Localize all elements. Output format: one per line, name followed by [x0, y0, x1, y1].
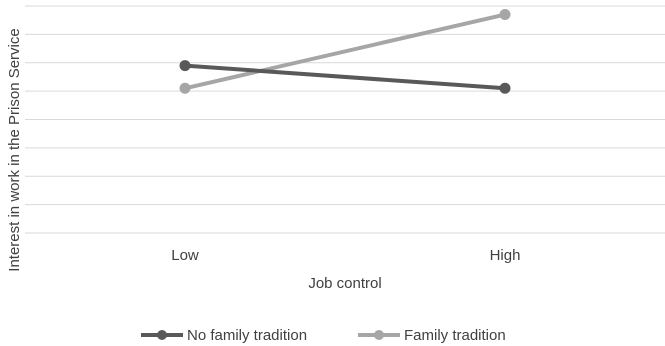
x-tick-label: Low	[171, 247, 199, 264]
legend-label: No family tradition	[187, 327, 307, 344]
legend: No family tradition Family tradition	[141, 327, 506, 344]
legend-swatch-marker	[157, 330, 167, 340]
legend-item: Family tradition	[358, 327, 506, 344]
series-line	[183, 63, 507, 91]
gridlines	[25, 5, 665, 234]
x-tick-labels: Low High	[171, 247, 520, 264]
y-axis-title: Interest in work in the Prison Service	[6, 28, 23, 271]
legend-swatch-marker	[374, 330, 384, 340]
data-point	[499, 82, 511, 94]
x-tick-label: High	[490, 247, 521, 264]
x-axis-title: Job control	[308, 275, 381, 292]
series-1	[179, 9, 511, 94]
data-point	[499, 9, 511, 21]
series-layer	[179, 9, 511, 94]
series-0	[179, 60, 511, 94]
data-point	[179, 60, 191, 72]
series-line	[183, 12, 507, 91]
data-point	[179, 82, 191, 94]
legend-label: Family tradition	[404, 327, 506, 344]
legend-item: No family tradition	[141, 327, 307, 344]
